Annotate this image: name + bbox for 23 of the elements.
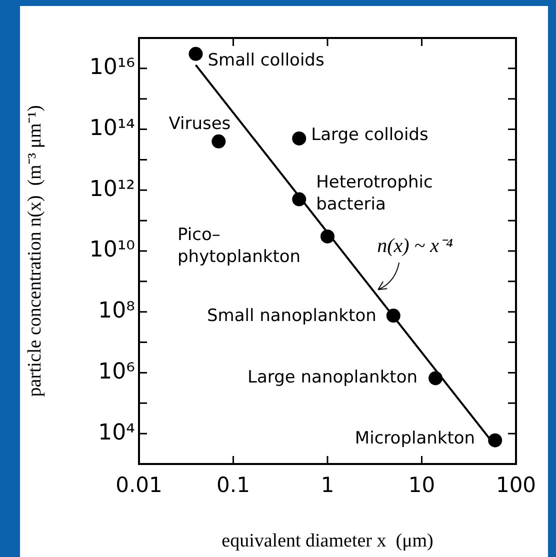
annotation: Small nanoplankton	[206, 306, 376, 326]
x-tick-label: 0.01	[116, 473, 162, 498]
annotation: Large nanoplankton	[248, 368, 418, 388]
annotation: Microplankton	[354, 428, 476, 449]
annotation: Viruses	[168, 114, 231, 134]
annotation: Small colloids	[208, 50, 324, 70]
annotation: Heterotrophic bacteria	[316, 172, 433, 215]
y-axis-title: particle concentration n(x) (m⁻³ μm⁻¹)	[24, 105, 46, 397]
y-tick-label: 10¹²	[89, 176, 135, 202]
y-tick-label: 10⁸	[98, 298, 136, 324]
y-tick-label: 10¹⁴	[89, 116, 136, 142]
x-tick-label: 100	[496, 473, 536, 498]
x-tick-label: 1	[320, 473, 334, 498]
y-tick-label: 10¹⁰	[89, 238, 136, 263]
x-axis-title: equivalent diameter x (μm)	[222, 530, 434, 552]
y-tick-label: 10⁶	[98, 359, 136, 384]
annotation: Large colloids	[311, 124, 428, 145]
annotation: n(x) ~ x⁻⁴	[377, 234, 454, 257]
x-tick-label: 0.1	[216, 473, 250, 498]
x-tick-label: 10	[408, 473, 436, 498]
annotation: Pico–phytoplankton	[178, 224, 301, 267]
y-tick-label: 10¹⁶	[89, 55, 136, 80]
y-tick-label: 10⁴	[98, 420, 136, 446]
